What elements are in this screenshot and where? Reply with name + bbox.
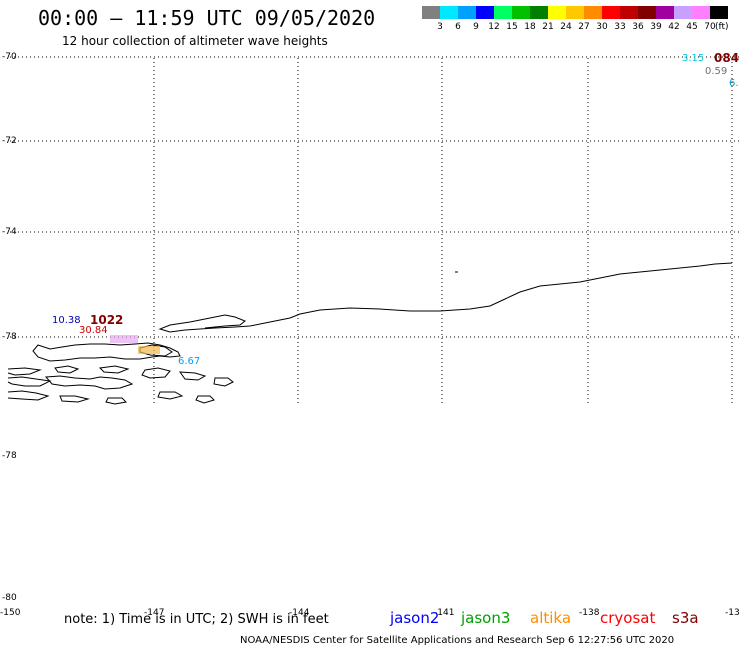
lon-label: -141 — [434, 608, 455, 618]
legend-swatch — [710, 6, 728, 19]
lat-label: -80 — [2, 593, 17, 603]
wave-observation: 10.38 — [52, 315, 81, 326]
lat-label: -78 — [2, 332, 17, 342]
legend-label: 21 — [542, 22, 554, 32]
wave-observation: 1022 — [90, 313, 124, 327]
legend-swatch — [476, 6, 494, 19]
lon-label: -147 — [144, 608, 165, 618]
wave-observation: 3.15 — [682, 53, 705, 64]
legend-swatch — [512, 6, 530, 19]
footer-note: note: 1) Time is in UTC; 2) SWH is in fe… — [64, 612, 329, 627]
lat-label: -78 — [2, 451, 17, 461]
legend-label: 39 — [650, 22, 662, 32]
overlapping-observation-label — [138, 346, 160, 354]
legend-label: 12 — [488, 22, 500, 32]
satellite-altika: altika — [530, 609, 572, 627]
wave-observation: 30.84 — [79, 325, 108, 336]
wave-observation: 6. — [729, 78, 739, 89]
wave-observation: 084 — [714, 51, 740, 65]
footer-credit: NOAA/NESDIS Center for Satellite Applica… — [240, 635, 675, 646]
lon-label: -138 — [579, 608, 600, 618]
legend-label: 30 — [596, 22, 608, 32]
coastline — [7, 262, 733, 405]
legend-label: 33 — [614, 22, 626, 32]
legend-label: 3 — [437, 22, 443, 32]
page-title: 00:00 – 11:59 UTC 09/05/2020 — [38, 6, 376, 30]
legend-label: 42 — [668, 22, 680, 32]
legend-swatch — [584, 6, 602, 19]
legend-label: 45 — [686, 22, 698, 32]
satellite-s3a: s3a — [672, 609, 699, 627]
legend-label: 9 — [473, 22, 479, 32]
legend-label: 18 — [524, 22, 536, 32]
legend-swatch — [656, 6, 674, 19]
legend-label: 36 — [632, 22, 644, 32]
satellite-cryosat: cryosat — [600, 609, 656, 627]
legend-swatch — [440, 6, 458, 19]
legend-label: 70 — [704, 22, 716, 32]
legend-label: 15 — [506, 22, 518, 32]
legend-swatch — [566, 6, 584, 19]
lon-label: -144 — [289, 608, 310, 618]
satellite-jason3: jason3 — [461, 609, 511, 627]
legend-swatch — [638, 6, 656, 19]
legend-swatch — [674, 6, 692, 19]
lat-label: -74 — [2, 227, 17, 237]
legend-swatch — [422, 6, 440, 19]
legend-label: 27 — [578, 22, 590, 32]
legend-swatch — [530, 6, 548, 19]
legend-swatch — [458, 6, 476, 19]
page-subtitle: 12 hour collection of altimeter wave hei… — [62, 34, 328, 48]
wave-observation: 6.67 — [178, 356, 201, 367]
legend-label: 6 — [455, 22, 461, 32]
wave-observation: 0.59 — [705, 66, 728, 77]
legend-swatch — [548, 6, 566, 19]
graticule — [10, 56, 740, 406]
lon-label: -150 — [0, 608, 21, 618]
legend-swatch — [602, 6, 620, 19]
legend-swatch — [494, 6, 512, 19]
legend-swatch — [692, 6, 710, 19]
satellite-jason2: jason2 — [390, 609, 440, 627]
legend-swatch — [620, 6, 638, 19]
lat-label: -70 — [2, 52, 17, 62]
overlapping-observation-label — [110, 335, 138, 343]
lat-label: -72 — [2, 136, 17, 146]
legend-unit: (ft) — [715, 22, 729, 32]
legend-label: 24 — [560, 22, 572, 32]
lon-label: -13 — [725, 608, 740, 618]
